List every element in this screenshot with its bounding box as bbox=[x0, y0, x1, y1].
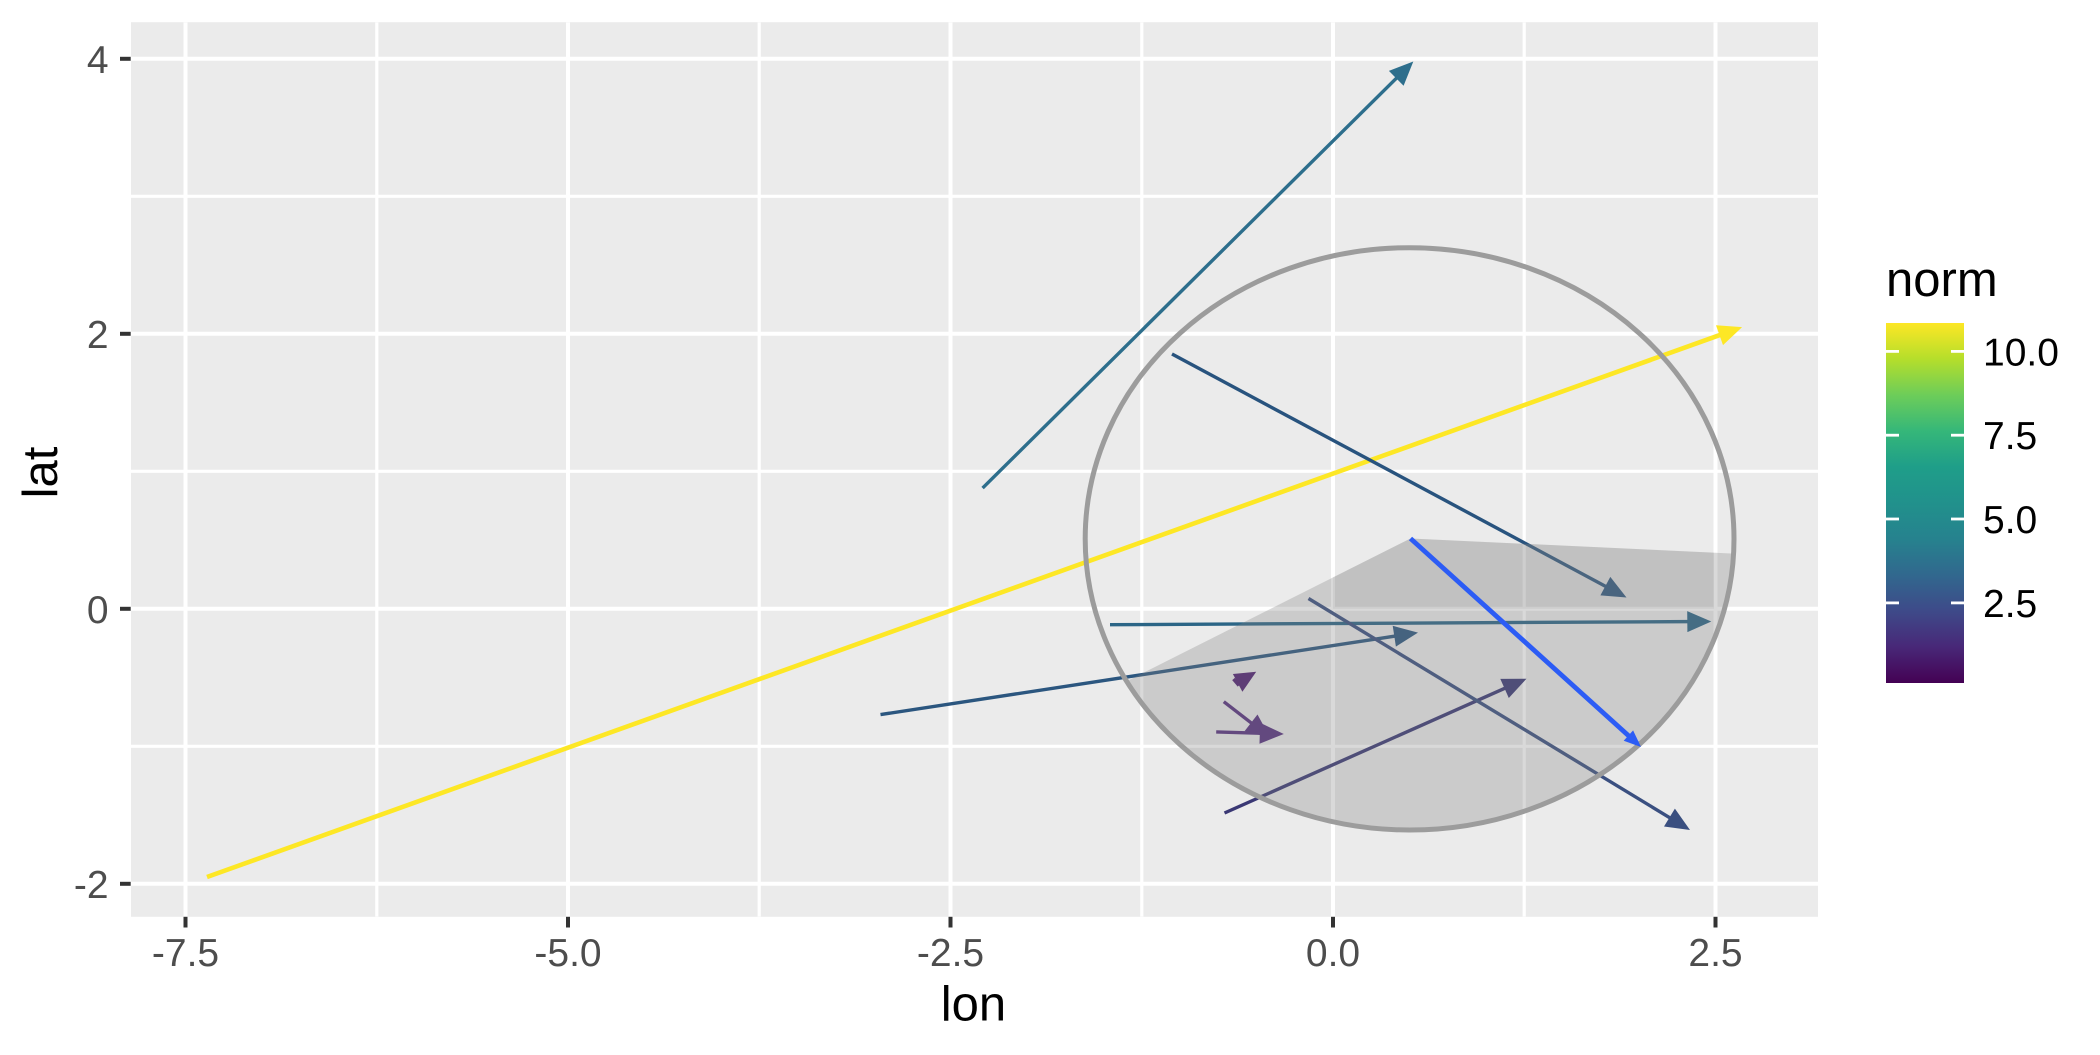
svg-text:0: 0 bbox=[87, 589, 109, 632]
svg-text:2.5: 2.5 bbox=[1688, 932, 1742, 975]
svg-text:-2: -2 bbox=[74, 864, 109, 907]
svg-text:4: 4 bbox=[87, 39, 109, 82]
svg-text:lat: lat bbox=[14, 446, 68, 498]
svg-text:0.0: 0.0 bbox=[1306, 932, 1360, 975]
svg-text:-7.5: -7.5 bbox=[152, 932, 219, 975]
svg-text:-2.5: -2.5 bbox=[917, 932, 984, 975]
svg-text:norm: norm bbox=[1886, 253, 1998, 307]
svg-text:7.5: 7.5 bbox=[1983, 415, 2037, 458]
svg-text:10.0: 10.0 bbox=[1983, 331, 2059, 374]
svg-text:2.5: 2.5 bbox=[1983, 583, 2037, 626]
svg-text:5.0: 5.0 bbox=[1983, 499, 2037, 542]
svg-text:2: 2 bbox=[87, 314, 109, 357]
svg-text:-5.0: -5.0 bbox=[534, 932, 601, 975]
svg-text:lon: lon bbox=[941, 978, 1006, 1032]
